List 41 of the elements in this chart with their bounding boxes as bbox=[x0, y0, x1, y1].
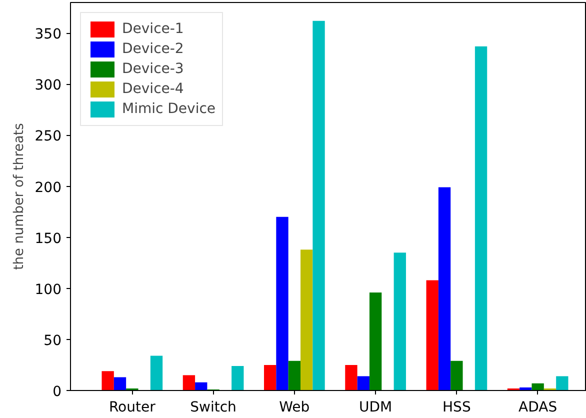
y-tick-label: 50 bbox=[44, 332, 62, 349]
bar bbox=[450, 360, 463, 390]
bar bbox=[394, 252, 406, 390]
bar bbox=[288, 360, 301, 390]
legend-label: Mimic Device bbox=[122, 101, 216, 117]
legend-label: Device-3 bbox=[122, 61, 184, 77]
bar bbox=[195, 382, 208, 390]
bar bbox=[426, 280, 438, 390]
bar bbox=[369, 292, 382, 390]
x-tick-label: Switch bbox=[190, 400, 236, 416]
legend-label: Device-4 bbox=[122, 81, 184, 97]
x-tick-label: HSS bbox=[442, 400, 471, 416]
bar bbox=[357, 376, 370, 390]
bar bbox=[474, 46, 488, 390]
y-tick-label: 250 bbox=[34, 128, 62, 145]
bar bbox=[438, 187, 451, 390]
x-tick-label: Web bbox=[279, 400, 310, 416]
bar bbox=[114, 377, 126, 390]
y-tick-label: 150 bbox=[34, 230, 62, 247]
legend-label: Device-1 bbox=[122, 21, 184, 37]
y-tick-label: 200 bbox=[34, 180, 62, 196]
x-tick-label: ADAS bbox=[518, 400, 558, 416]
bar bbox=[276, 216, 288, 390]
legend-label: Device-2 bbox=[122, 41, 184, 57]
bar bbox=[102, 371, 114, 390]
x-tick-label: UDM bbox=[359, 400, 392, 416]
bar bbox=[150, 356, 163, 390]
x-tick-label: Router bbox=[108, 400, 156, 416]
y-tick-label: 300 bbox=[34, 78, 62, 94]
bar bbox=[182, 375, 196, 390]
bar bbox=[264, 364, 276, 390]
bar bbox=[312, 20, 325, 390]
y-axis-title: the number of threats bbox=[12, 123, 27, 270]
bar bbox=[300, 250, 313, 390]
y-tick-label: 350 bbox=[34, 26, 62, 43]
bar bbox=[232, 366, 244, 390]
y-tick-label: 100 bbox=[34, 282, 62, 298]
bar bbox=[556, 376, 568, 390]
y-tick-label: 0 bbox=[52, 384, 62, 400]
bar bbox=[345, 364, 358, 390]
bar bbox=[532, 383, 544, 390]
